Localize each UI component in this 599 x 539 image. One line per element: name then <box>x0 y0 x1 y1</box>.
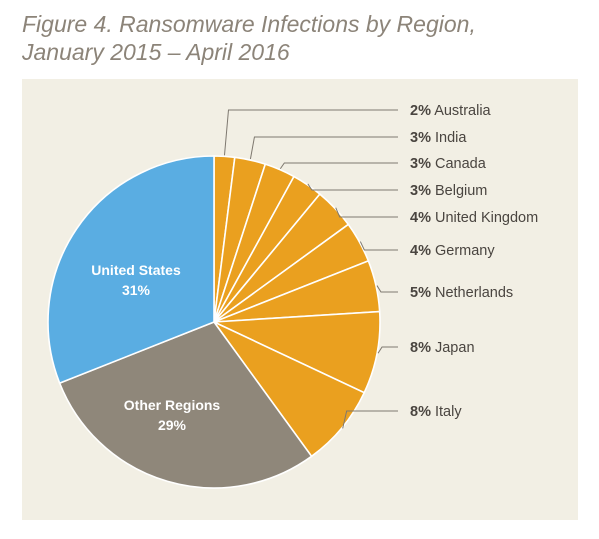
slice-value-other-regions: 29% <box>158 417 187 433</box>
slice-labels: 2% Australia 3% India 3% Canada 3% Belgium 4… <box>91 103 538 433</box>
leader-line-india <box>249 136 398 160</box>
leader-line-united-kingdom <box>335 207 398 218</box>
slice-label-belgium: 3% Belgium <box>410 183 487 199</box>
slice-label-australia: 2% Australia <box>410 103 492 119</box>
pie-slice-united-states <box>47 155 215 385</box>
slice-label-germany: 4% Germany <box>410 243 495 259</box>
slice-label-netherlands: 5% Netherlands <box>410 285 513 301</box>
chart-title-line-1: Figure 4. Ransomware Infections by Regio… <box>22 11 476 37</box>
pie-slice-other-regions <box>58 321 313 489</box>
slice-value-united-states: 31% <box>122 282 151 298</box>
slice-label-canada: 3% Canada <box>410 156 487 172</box>
leader-line-belgium <box>307 183 398 191</box>
leader-line-germany <box>359 241 398 251</box>
leader-line-australia <box>223 109 398 156</box>
slice-name-united-states: United States <box>91 262 181 278</box>
leader-line-japan <box>377 346 398 354</box>
chart-title: Figure 4. Ransomware Infections by Regio… <box>22 10 582 66</box>
leader-line-netherlands <box>376 285 398 293</box>
slice-label-japan: 8% Japan <box>410 340 475 356</box>
leader-lines <box>223 109 398 429</box>
chart-title-line-2: January 2015 – April 2016 <box>22 39 290 65</box>
leader-line-canada <box>279 162 398 170</box>
slice-label-india: 3% India <box>410 130 467 146</box>
slice-name-other-regions: Other Regions <box>124 397 221 413</box>
leader-line-italy <box>342 410 398 429</box>
pie-slices <box>47 155 381 489</box>
slice-label-united-kingdom: 4% United Kingdom <box>410 210 538 226</box>
slice-label-italy: 8% Italy <box>410 404 462 420</box>
